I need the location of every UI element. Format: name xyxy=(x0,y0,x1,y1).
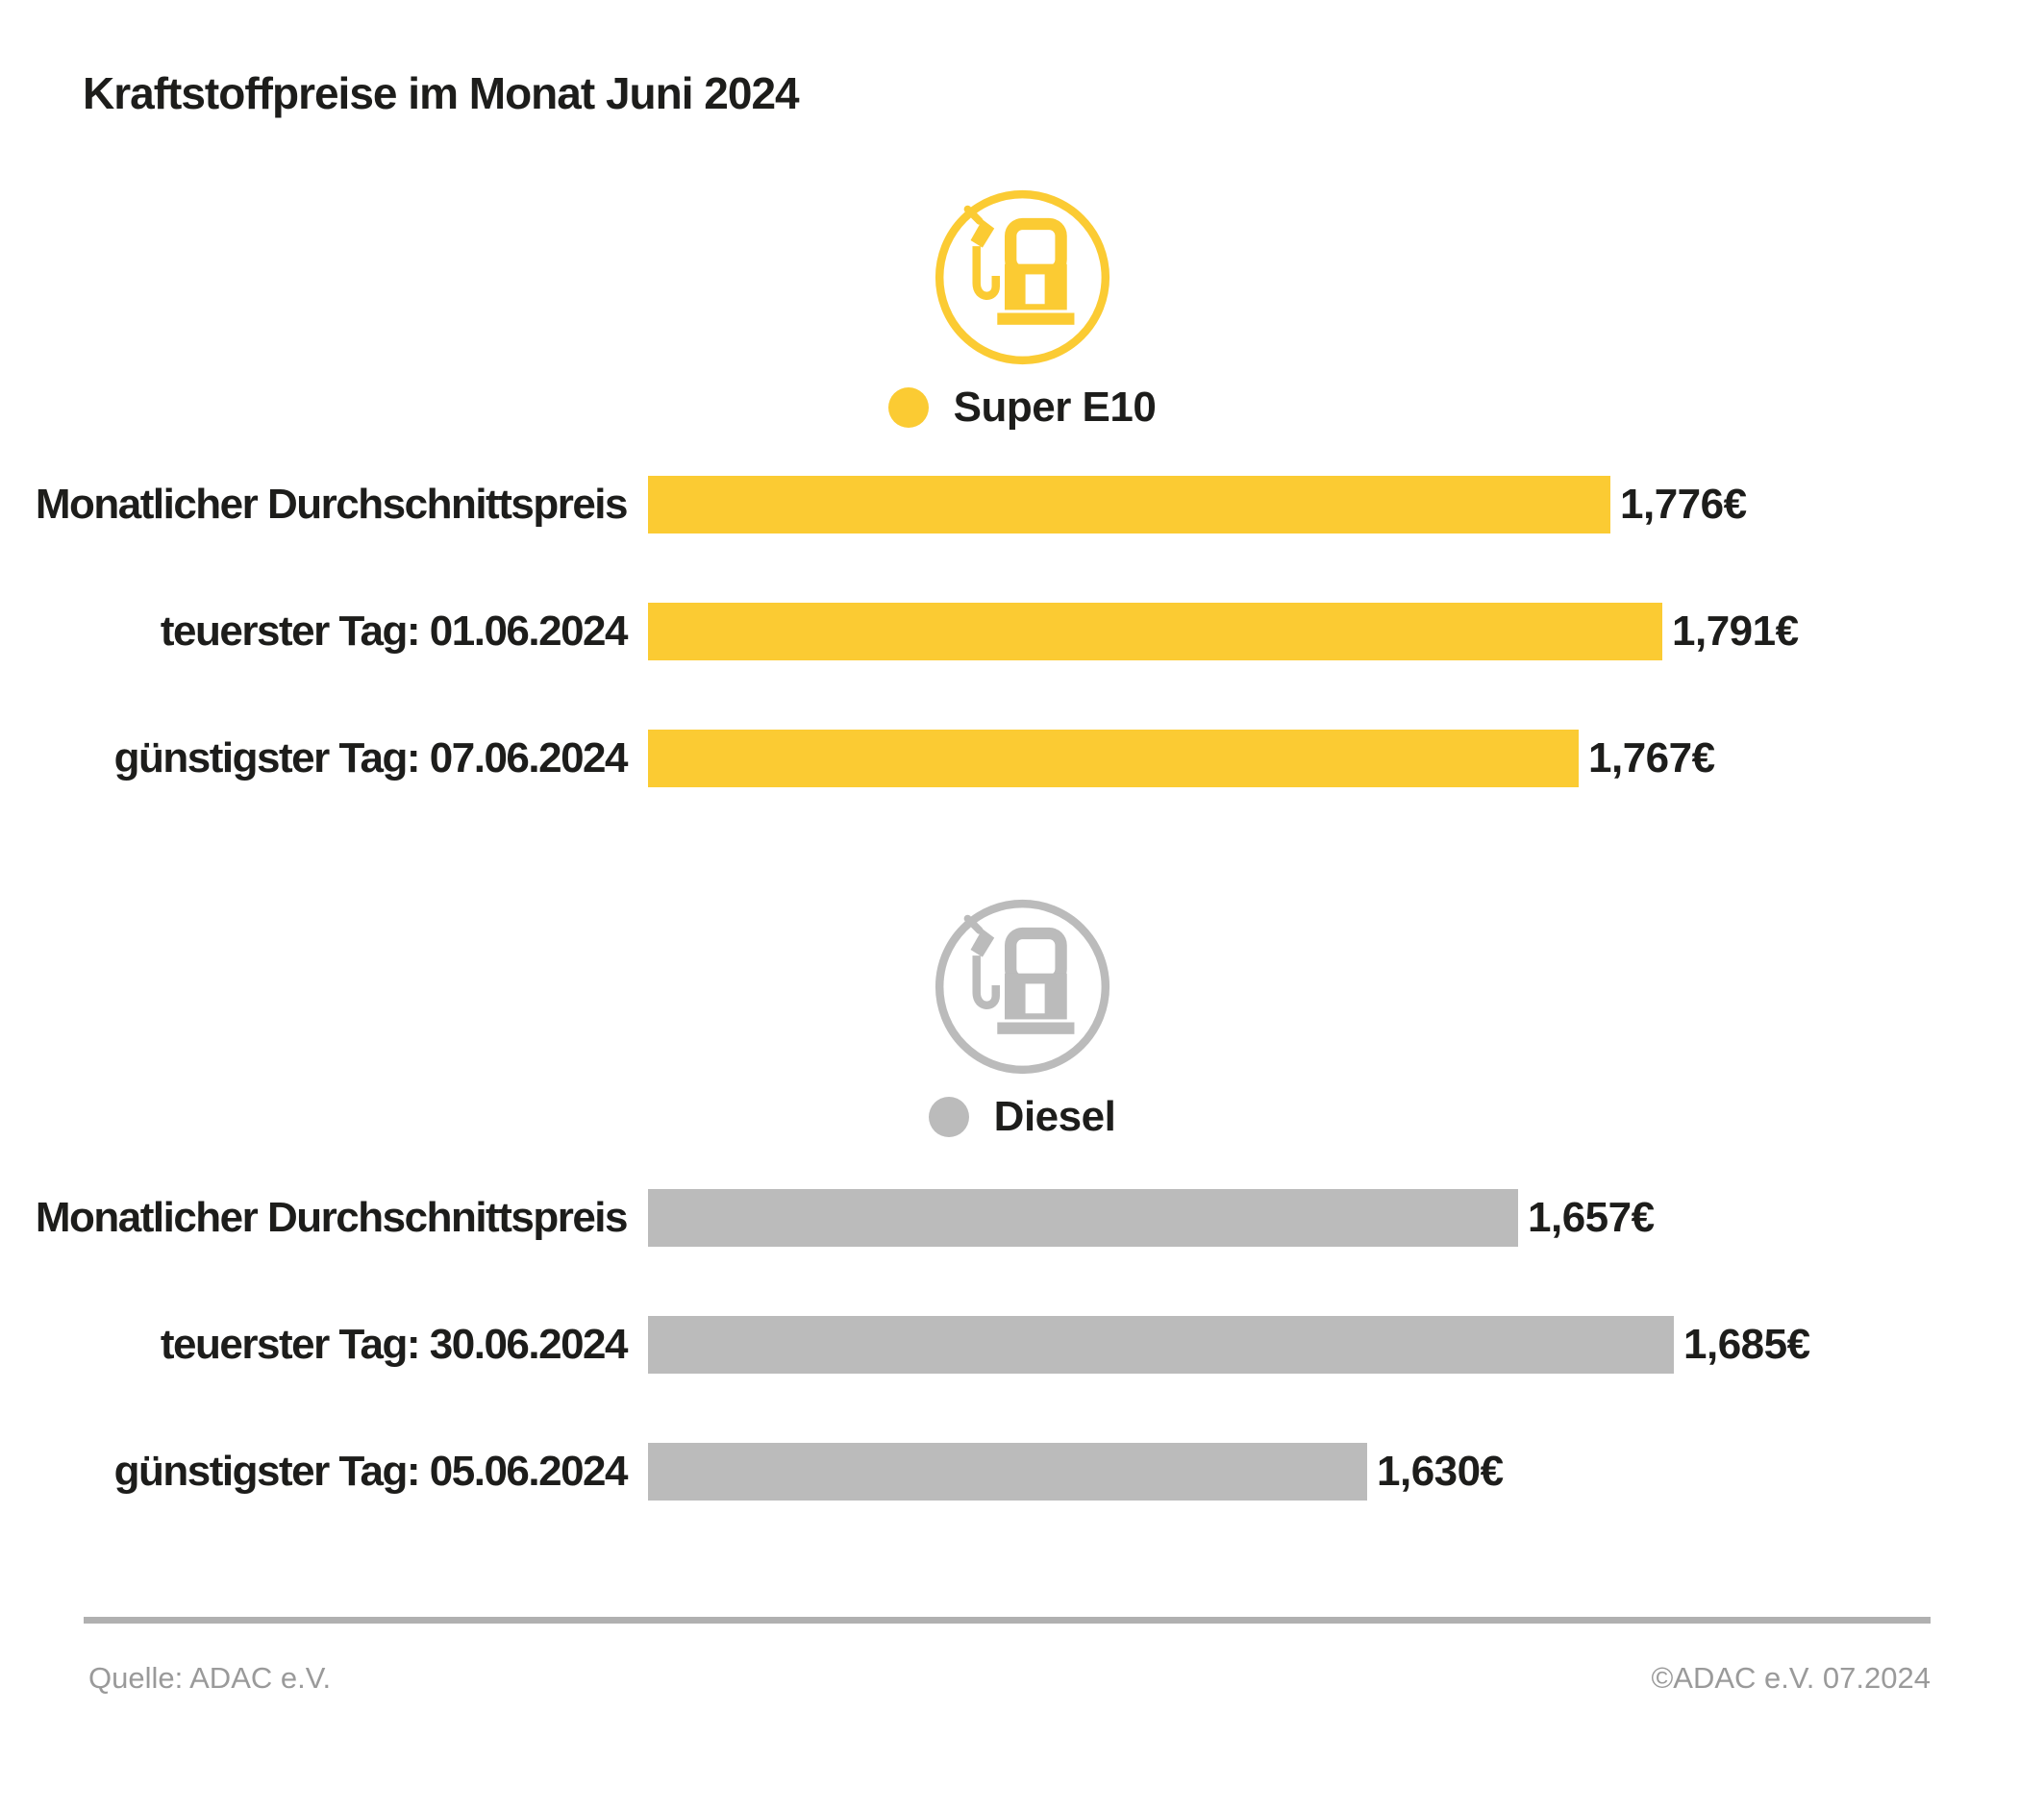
page-title: Kraftstoffpreise im Monat Juni 2024 xyxy=(83,68,800,118)
section-super-e10: Super E10 Monatlicher Durchschnittspreis… xyxy=(0,188,2044,787)
price-value: 1,767€ xyxy=(1588,734,1715,781)
legend-super-e10: Super E10 xyxy=(887,384,1157,432)
row-label: Monatlicher Durchschnittspreis xyxy=(35,481,629,528)
row-label: Monatlicher Durchschnittspreis xyxy=(35,1194,629,1241)
legend-label: Diesel xyxy=(993,1093,1116,1140)
source-text: Quelle: ADAC e.V. xyxy=(88,1661,332,1695)
bar-row: teuerster Tag: 30.06.2024 1,685€ xyxy=(0,1316,2044,1374)
price-bar xyxy=(648,1316,1674,1374)
fuel-pump-icon xyxy=(935,899,1109,1075)
bar-row: günstigster Tag: 07.06.2024 1,767€ xyxy=(0,730,2044,787)
legend-label: Super E10 xyxy=(953,384,1157,431)
price-bar xyxy=(648,1443,1367,1501)
footer-divider xyxy=(84,1617,1931,1624)
row-label: teuerster Tag: 30.06.2024 xyxy=(160,1321,629,1368)
fuel-pump-icon xyxy=(935,189,1109,365)
bar-rows-super-e10: Monatlicher Durchschnittspreis 1,776€ te… xyxy=(0,476,2044,787)
fuel-pump-badge xyxy=(934,188,1111,366)
row-label: günstigster Tag: 07.06.2024 xyxy=(113,734,629,781)
row-label: teuerster Tag: 01.06.2024 xyxy=(160,608,629,655)
price-value: 1,630€ xyxy=(1377,1448,1504,1495)
price-value: 1,776€ xyxy=(1620,481,1747,528)
legend-diesel: Diesel xyxy=(928,1093,1116,1141)
bar-row: teuerster Tag: 01.06.2024 1,791€ xyxy=(0,603,2044,660)
copyright-text: ©ADAC e.V. 07.2024 xyxy=(1651,1661,1931,1695)
price-bar xyxy=(648,476,1610,533)
bar-row: günstigster Tag: 05.06.2024 1,630€ xyxy=(0,1443,2044,1501)
price-value: 1,685€ xyxy=(1683,1321,1810,1368)
price-bar xyxy=(648,730,1579,787)
price-value: 1,657€ xyxy=(1528,1194,1655,1241)
bar-row: Monatlicher Durchschnittspreis 1,776€ xyxy=(0,476,2044,533)
legend-dot-icon xyxy=(887,387,929,428)
legend-dot-icon xyxy=(928,1097,969,1137)
bar-rows-diesel: Monatlicher Durchschnittspreis 1,657€ te… xyxy=(0,1189,2044,1501)
price-bar xyxy=(648,603,1662,660)
row-label: günstigster Tag: 05.06.2024 xyxy=(113,1448,629,1495)
fuel-pump-badge xyxy=(934,898,1111,1076)
bar-row: Monatlicher Durchschnittspreis 1,657€ xyxy=(0,1189,2044,1247)
section-diesel: Diesel Monatlicher Durchschnittspreis 1,… xyxy=(0,898,2044,1501)
price-bar xyxy=(648,1189,1518,1247)
price-value: 1,791€ xyxy=(1672,608,1799,655)
